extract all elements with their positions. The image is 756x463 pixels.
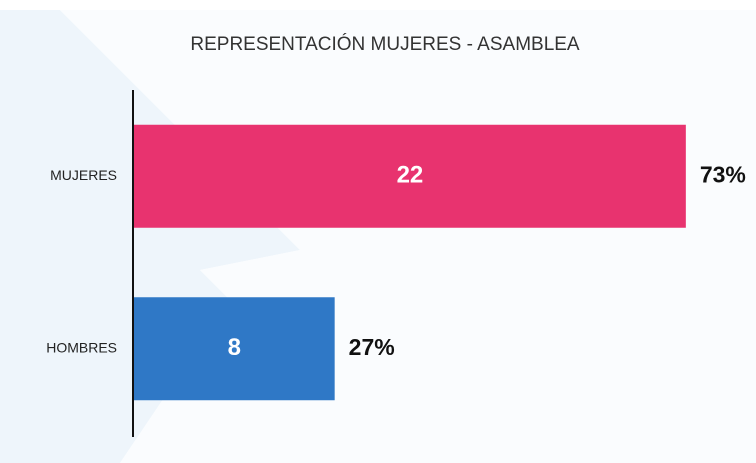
count-label: 22 <box>397 162 424 189</box>
category-label: HOMBRES <box>46 339 117 355</box>
category-label: MUJERES <box>50 167 117 183</box>
background-shape <box>0 10 300 463</box>
bar <box>134 124 686 228</box>
chart-title: REPRESENTACIÓN MUJERES - ASAMBLEA <box>190 33 580 55</box>
percentage-label: 73% <box>700 161 746 187</box>
percentage-label: 27% <box>349 334 395 360</box>
bar <box>134 297 335 401</box>
count-label: 8 <box>228 334 241 361</box>
